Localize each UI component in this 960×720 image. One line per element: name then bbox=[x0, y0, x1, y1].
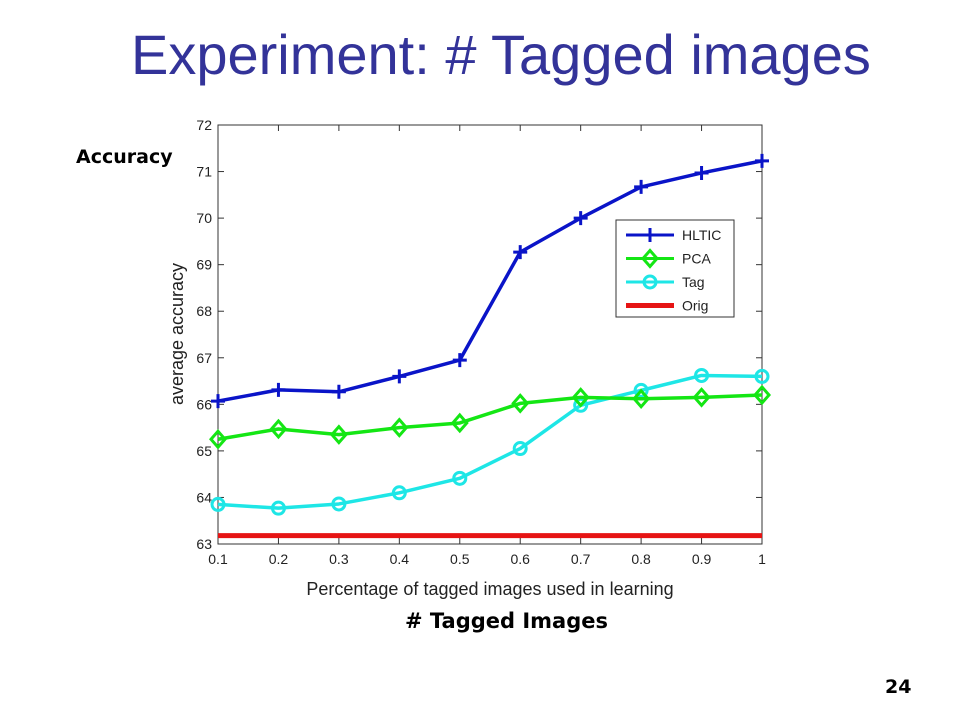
y-tick-label: 65 bbox=[196, 443, 212, 459]
x-tick-label: 0.7 bbox=[571, 551, 591, 567]
data-point-tag bbox=[573, 397, 589, 413]
data-point-pca bbox=[632, 388, 651, 410]
y-tick-label: 69 bbox=[196, 257, 212, 273]
x-tick-label: 0.3 bbox=[329, 551, 349, 567]
legend-marker-pca bbox=[641, 248, 659, 269]
x-tick-label: 0.4 bbox=[390, 551, 410, 567]
y-tick-label: 66 bbox=[196, 396, 212, 412]
data-point-tag bbox=[210, 496, 226, 512]
data-point-tag bbox=[331, 496, 347, 512]
data-point-hltic bbox=[392, 369, 407, 384]
data-point-hltic bbox=[634, 179, 649, 194]
accuracy-label: Accuracy bbox=[76, 146, 173, 168]
x-tick-label: 0.8 bbox=[631, 551, 651, 567]
y-tick-label: 71 bbox=[196, 164, 212, 180]
y-tick-label: 64 bbox=[196, 489, 212, 505]
series-pca bbox=[209, 384, 771, 450]
data-point-pca bbox=[753, 384, 771, 406]
y-tick-label: 68 bbox=[196, 303, 212, 319]
x-axis-label: Percentage of tagged images used in lear… bbox=[306, 579, 673, 599]
chart-legend: HLTIC PCA Tag Orig bbox=[615, 219, 735, 318]
data-point-tag bbox=[391, 485, 407, 501]
series-tag bbox=[210, 367, 770, 516]
tagged-images-label: # Tagged Images bbox=[405, 609, 608, 633]
data-point-pca bbox=[329, 424, 348, 445]
legend-entry-orig: Orig bbox=[626, 298, 708, 314]
y-tick-label: 72 bbox=[196, 117, 212, 133]
y-tick-label: 63 bbox=[196, 536, 212, 552]
y-tick-label: 67 bbox=[196, 350, 212, 366]
data-point-tag bbox=[452, 470, 468, 486]
data-point-tag bbox=[270, 500, 286, 516]
y-axis-label: average accuracy bbox=[167, 263, 187, 405]
series-line-hltic bbox=[217, 159, 763, 403]
data-point-pca bbox=[209, 428, 227, 450]
y-tick-label: 70 bbox=[196, 210, 212, 226]
data-point-pca bbox=[390, 417, 409, 438]
plot-area bbox=[217, 124, 763, 545]
legend-label-orig: Orig bbox=[682, 298, 708, 314]
legend-entry-hltic: HLTIC bbox=[626, 227, 721, 243]
legend-marker-tag bbox=[642, 274, 658, 290]
data-point-hltic bbox=[331, 384, 346, 399]
legend-label-pca: PCA bbox=[682, 251, 711, 267]
data-point-hltic bbox=[755, 153, 769, 168]
page-number: 24 bbox=[885, 676, 912, 698]
series-line-tag bbox=[217, 373, 763, 510]
series-hltic bbox=[211, 153, 769, 409]
data-point-pca bbox=[692, 387, 711, 408]
data-point-pca bbox=[571, 387, 590, 408]
legend-marker-hltic bbox=[643, 228, 657, 242]
legend-entry-pca: PCA bbox=[626, 248, 711, 269]
data-point-hltic bbox=[211, 394, 225, 409]
data-point-pca bbox=[511, 393, 530, 414]
data-point-hltic bbox=[573, 211, 588, 226]
slide-title: Experiment: # Tagged images bbox=[131, 23, 871, 86]
data-point-pca bbox=[450, 412, 469, 434]
series-line-pca bbox=[217, 393, 763, 441]
data-point-hltic bbox=[271, 382, 286, 397]
data-point-hltic bbox=[513, 245, 528, 260]
data-point-tag bbox=[512, 441, 528, 457]
x-tick-label: 0.2 bbox=[269, 551, 289, 567]
x-tick-label: 0.9 bbox=[692, 551, 712, 567]
x-tick-label: 0.5 bbox=[450, 551, 470, 567]
data-point-tag bbox=[754, 368, 770, 384]
legend-label-hltic: HLTIC bbox=[682, 227, 721, 243]
legend-entry-tag: Tag bbox=[626, 274, 705, 290]
accuracy-line-chart: 63 64 65 66 67 68 69 70 71 72 0.1 0.2 0.3 0.4 0.5 0.6 0… bbox=[167, 117, 771, 599]
data-point-pca bbox=[269, 418, 288, 440]
legend-label-tag: Tag bbox=[682, 274, 705, 290]
x-tick-label: 1 bbox=[758, 551, 766, 567]
data-point-hltic bbox=[452, 353, 467, 368]
x-tick-label: 0.1 bbox=[208, 551, 228, 567]
x-tick-label: 0.6 bbox=[510, 551, 530, 567]
data-point-tag bbox=[633, 382, 649, 398]
data-point-hltic bbox=[694, 165, 709, 180]
data-point-tag bbox=[694, 367, 710, 383]
